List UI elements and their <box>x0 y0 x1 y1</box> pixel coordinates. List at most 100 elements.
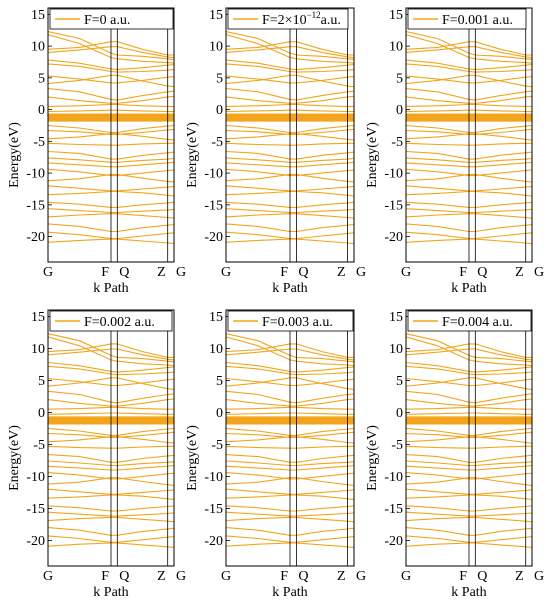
x-tick-label: F <box>280 569 288 584</box>
y-axis-label: Energy(eV) <box>185 122 200 188</box>
y-axis-label: Energy(eV) <box>7 425 22 491</box>
y-tick-label: 0 <box>38 406 45 421</box>
x-tick-label: G <box>356 569 366 584</box>
legend-label: F=0.003 a.u. <box>262 315 333 330</box>
y-tick-label: -10 <box>384 470 403 485</box>
legend-label: F=2×10−12a.u. <box>262 10 341 28</box>
x-tick-label: G <box>43 569 53 584</box>
x-axis-label: k Path <box>451 281 486 296</box>
y-tick-label: 10 <box>209 40 223 55</box>
legend-label: F=0.001 a.u. <box>442 13 513 28</box>
x-tick-label: G <box>43 265 53 280</box>
y-tick-label: -10 <box>204 470 223 485</box>
y-axis-label: Energy(eV) <box>7 122 22 188</box>
legend-label: F=0 a.u. <box>84 13 130 28</box>
y-axis-label: Energy(eV) <box>365 122 380 188</box>
legend-label: F=0.002 a.u. <box>84 315 155 330</box>
x-tick-label: Q <box>119 569 129 584</box>
legend-box <box>49 8 174 30</box>
x-tick-label: Q <box>298 569 308 584</box>
y-tick-label: -20 <box>384 230 403 245</box>
x-axis-label: k Path <box>93 281 128 296</box>
y-tick-label: -15 <box>204 198 223 213</box>
x-tick-label: Z <box>157 569 166 584</box>
x-axis-label: k Path <box>451 585 486 600</box>
x-tick-label: F <box>459 569 467 584</box>
y-tick-label: 0 <box>216 103 223 118</box>
y-tick-label: 0 <box>38 103 45 118</box>
y-tick-label: 10 <box>209 342 223 357</box>
y-tick-label: -15 <box>26 198 45 213</box>
y-tick-label: 15 <box>209 8 223 23</box>
x-tick-label: Z <box>337 569 346 584</box>
x-tick-label: Q <box>119 265 129 280</box>
y-tick-label: 15 <box>31 8 45 23</box>
plot-frame <box>405 7 533 263</box>
y-tick-label: -10 <box>26 470 45 485</box>
plot-frame <box>405 309 533 567</box>
x-tick-label: G <box>221 569 231 584</box>
x-axis-label: k Path <box>272 281 307 296</box>
x-tick-label: F <box>280 265 288 280</box>
legend-label: F=0.004 a.u. <box>442 315 513 330</box>
y-tick-label: -20 <box>26 230 45 245</box>
x-tick-label: G <box>534 569 544 584</box>
x-tick-label: G <box>221 265 231 280</box>
x-tick-label: Z <box>515 265 524 280</box>
y-tick-label: -20 <box>26 534 45 549</box>
x-tick-label: G <box>356 265 366 280</box>
y-tick-label: -10 <box>26 167 45 182</box>
x-tick-label: Z <box>337 265 346 280</box>
y-tick-label: -5 <box>33 438 45 453</box>
x-tick-label: Q <box>477 569 487 584</box>
y-axis-label: Energy(eV) <box>365 425 380 491</box>
y-tick-label: 5 <box>396 71 403 86</box>
legend-box <box>227 310 354 332</box>
plot-frame <box>47 309 175 567</box>
y-tick-label: 15 <box>389 8 403 23</box>
y-tick-label: -5 <box>211 135 223 150</box>
y-tick-label: 15 <box>209 310 223 325</box>
y-axis-label: Energy(eV) <box>185 425 200 491</box>
x-axis-label: k Path <box>272 585 307 600</box>
legend-box <box>407 310 532 332</box>
x-tick-label: F <box>459 265 467 280</box>
plot-frame <box>47 7 175 263</box>
y-tick-label: -5 <box>391 438 403 453</box>
y-tick-label: -20 <box>204 230 223 245</box>
y-tick-label: -10 <box>204 167 223 182</box>
legend-box <box>49 310 173 332</box>
x-tick-label: G <box>401 569 411 584</box>
x-tick-label: Z <box>515 569 524 584</box>
y-tick-label: -20 <box>204 534 223 549</box>
x-tick-label: Q <box>477 265 487 280</box>
x-tick-label: G <box>534 265 544 280</box>
y-tick-label: 10 <box>389 40 403 55</box>
y-tick-label: -15 <box>26 502 45 517</box>
y-tick-label: 0 <box>396 103 403 118</box>
y-tick-label: 5 <box>38 374 45 389</box>
y-tick-label: -5 <box>33 135 45 150</box>
y-tick-label: 10 <box>31 342 45 357</box>
y-tick-label: 5 <box>216 71 223 86</box>
x-axis-label: k Path <box>93 585 128 600</box>
x-tick-label: Z <box>157 265 166 280</box>
legend-box <box>227 8 349 30</box>
x-tick-label: F <box>101 569 109 584</box>
y-tick-label: -20 <box>384 534 403 549</box>
y-tick-label: 0 <box>396 406 403 421</box>
x-tick-label: G <box>401 265 411 280</box>
x-tick-label: G <box>176 569 186 584</box>
y-tick-label: 15 <box>389 310 403 325</box>
y-tick-label: 15 <box>31 310 45 325</box>
y-tick-label: -15 <box>384 502 403 517</box>
y-tick-label: -15 <box>384 198 403 213</box>
x-tick-label: G <box>176 265 186 280</box>
x-tick-label: Q <box>298 265 308 280</box>
